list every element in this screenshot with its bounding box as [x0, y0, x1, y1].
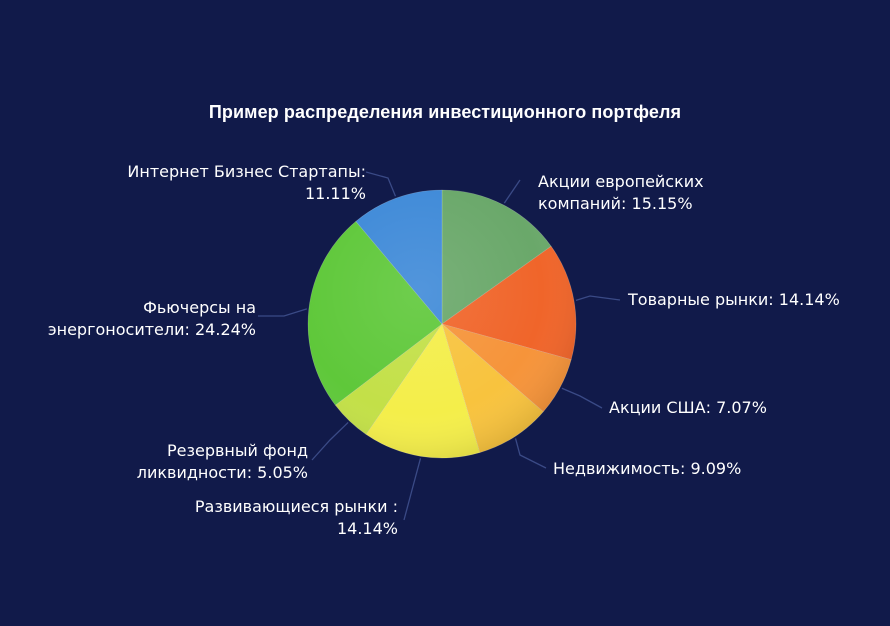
slice-label-internet-startups: Интернет Бизнес Стартапы: 11.11% — [127, 162, 366, 203]
chart-title: Пример распределения инвестиционного пор… — [208, 102, 682, 122]
leader-line-real-estate — [514, 438, 547, 469]
pie-slices — [307, 189, 577, 459]
leader-line-liquidity-reserve — [311, 421, 349, 461]
slice-label-real-estate: Недвижимость: 9.09% — [553, 459, 742, 478]
leader-line-us-stocks — [561, 387, 603, 409]
leader-line-eu-stocks — [503, 179, 521, 204]
slice-label-us-stocks: Акции США: 7.07% — [609, 398, 767, 417]
leader-line-emerging-markets — [403, 458, 422, 521]
slice-label-eu-stocks: Акции европейских компаний: 15.15% — [538, 172, 704, 213]
leader-line-internet-startups — [365, 171, 397, 197]
slice-label-commodities: Товарные рынки: 14.14% — [628, 290, 840, 309]
slice-label-energy-futures: Фьючерсы на энергоносители: 24.24% — [47, 298, 256, 339]
leader-line-commodities — [575, 295, 621, 302]
leader-line-energy-futures — [258, 308, 308, 317]
slice-label-liquidity-reserve: Резервный фонд ликвидности: 5.05% — [136, 441, 308, 482]
slice-label-emerging-markets: Развивающиеся рынки : 14.14% — [194, 497, 398, 538]
leader-lines — [258, 171, 621, 521]
